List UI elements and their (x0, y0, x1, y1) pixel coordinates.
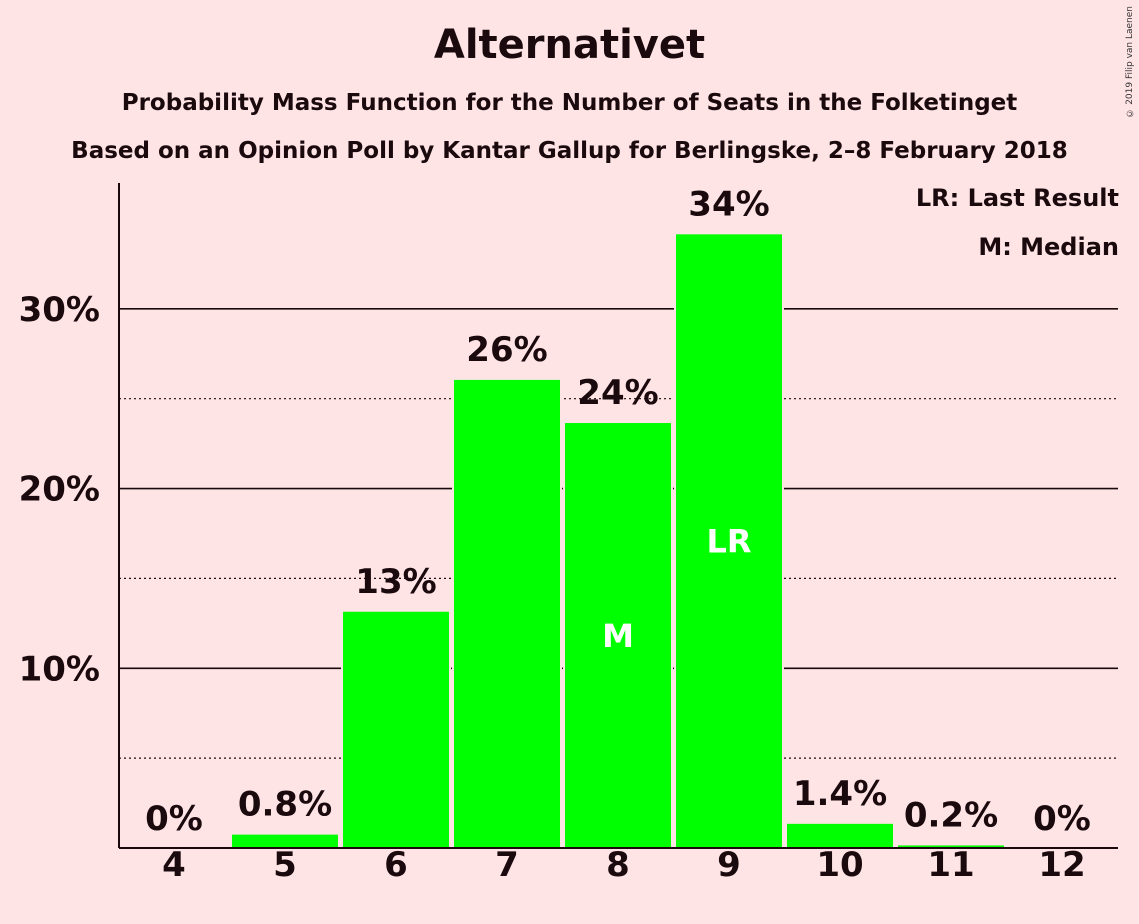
chart-source-line: Based on an Opinion Poll by Kantar Gallu… (71, 138, 1068, 164)
bar-value-label: 26% (466, 330, 547, 370)
bar-value-label: 24% (577, 373, 658, 413)
x-tick-label: 11 (927, 845, 974, 885)
y-tick-label: 20% (19, 470, 100, 510)
bar-value-label: 0.8% (238, 785, 332, 825)
bar-seats-7 (452, 377, 562, 849)
bar-value-label: 0.2% (904, 795, 998, 835)
bar-value-label: 0% (1033, 799, 1091, 839)
chart-subtitle: Probability Mass Function for the Number… (121, 90, 1018, 116)
bar-seats-6 (341, 609, 451, 850)
x-tick-label: 8 (606, 845, 630, 885)
bar-value-label: 34% (688, 184, 769, 224)
bar-value-label: 1.4% (793, 774, 887, 814)
legend-median: M: Median (978, 233, 1119, 261)
y-tick-label: 30% (19, 290, 100, 330)
x-tick-label: 5 (273, 845, 297, 885)
bar-value-label: 13% (355, 562, 436, 602)
chart-title: Alternativet (433, 22, 706, 68)
x-tick-label: 10 (816, 845, 863, 885)
median-marker: M (602, 617, 634, 655)
x-tick-label: 4 (162, 845, 186, 885)
last-result-marker: LR (706, 523, 751, 561)
x-tick-label: 7 (495, 845, 519, 885)
x-tick-label: 6 (384, 845, 408, 885)
y-tick-label: 10% (19, 649, 100, 689)
x-tick-label: 9 (717, 845, 741, 885)
bar-value-label: 0% (145, 799, 203, 839)
legend-last-result: LR: Last Result (915, 184, 1119, 212)
x-tick-label: 12 (1038, 845, 1085, 885)
